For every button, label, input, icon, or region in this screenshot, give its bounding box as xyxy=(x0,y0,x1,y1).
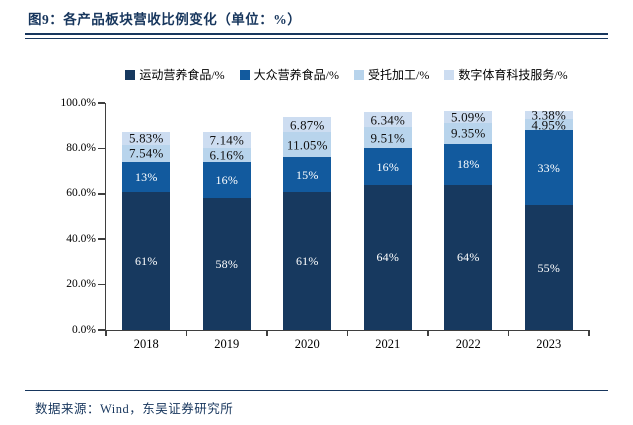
bar-segment xyxy=(283,116,332,133)
bar-segment xyxy=(202,198,251,330)
bar-value-label: 64% xyxy=(376,250,400,265)
bar-value-label: 6.34% xyxy=(370,112,406,128)
bar-value-label: 4.95% xyxy=(531,117,567,133)
bar-segment xyxy=(444,184,493,330)
bar-value-label: 15% xyxy=(295,167,319,182)
y-axis-tick xyxy=(97,102,105,104)
bar-value-label: 5.83% xyxy=(128,130,164,146)
legend-swatch xyxy=(354,69,364,80)
x-tick-label: 2022 xyxy=(455,337,481,351)
bar-value-label: 61% xyxy=(295,253,319,268)
bar-segment xyxy=(122,131,171,145)
bar-value-label: 61% xyxy=(134,253,158,268)
bar-segment xyxy=(444,122,493,144)
bar-segment xyxy=(283,191,332,330)
bar-segment xyxy=(202,131,251,149)
bar-segment xyxy=(283,132,332,158)
bar-segment xyxy=(202,148,251,163)
bar-value-label: 9.35% xyxy=(450,125,486,141)
bar-value-label: 55% xyxy=(537,260,561,275)
legend-label: 受托加工/% xyxy=(368,68,430,82)
y-tick-label: 20.0% xyxy=(66,278,96,291)
bar-segment xyxy=(363,148,412,185)
bar-value-label: 7.54% xyxy=(128,145,164,161)
y-axis-tick xyxy=(97,329,105,331)
x-tick-label: 2021 xyxy=(375,337,401,351)
x-axis-tick xyxy=(105,330,107,336)
x-tick-label: 2018 xyxy=(133,337,159,351)
bar-segment xyxy=(122,144,171,163)
footer-divider xyxy=(25,390,608,391)
x-axis-tick xyxy=(588,330,590,336)
y-tick-label: 100.0% xyxy=(60,96,96,109)
bar-value-label: 6.16% xyxy=(209,147,245,163)
bar-segment xyxy=(363,126,412,149)
legend-swatch xyxy=(125,69,136,80)
title-divider xyxy=(25,33,608,39)
bar-segment xyxy=(524,130,573,206)
bar-segment xyxy=(524,205,573,330)
bar-value-label: 6.87% xyxy=(289,117,325,133)
x-tick-label: 2019 xyxy=(214,337,240,351)
y-axis-tick xyxy=(97,147,105,150)
y-axis-tick xyxy=(97,283,105,286)
x-axis-tick xyxy=(346,330,349,336)
bar-segment xyxy=(122,162,171,192)
bar-value-label: 9.51% xyxy=(370,130,406,146)
y-axis-tick xyxy=(97,238,105,240)
x-axis-tick xyxy=(185,330,188,336)
legend-item: 受托加工/% xyxy=(354,66,429,83)
bar-value-label: 11.05% xyxy=(286,137,328,153)
x-axis-tick xyxy=(507,330,510,336)
bar-value-label: 3.38% xyxy=(531,107,567,123)
bar-segment xyxy=(122,191,171,330)
legend-label: 运动营养食品/% xyxy=(139,68,225,82)
legend-item: 数字体育科技服务/% xyxy=(444,66,568,83)
bar-segment xyxy=(202,162,251,199)
y-tick-label: 0.0% xyxy=(72,323,96,336)
bar-value-label: 58% xyxy=(215,257,239,272)
bar-segment xyxy=(444,143,493,185)
bar-value-label: 18% xyxy=(456,157,480,172)
legend-label: 数字体育科技服务/% xyxy=(458,68,568,82)
x-tick-label: 2020 xyxy=(294,337,320,351)
y-axis-tick xyxy=(97,193,105,195)
legend-swatch xyxy=(444,69,455,80)
bar-segment xyxy=(363,184,412,330)
y-tick-label: 60.0% xyxy=(66,187,96,200)
bar-value-label: 5.09% xyxy=(450,109,486,125)
bar-segment xyxy=(283,157,332,192)
legend-swatch xyxy=(239,69,250,80)
bar-value-label: 13% xyxy=(134,169,158,184)
y-tick-label: 80.0% xyxy=(66,141,96,154)
plot-area: 0.0% 20.0% 40.0% 60.0% 80.0% 100.0% 61% 13% 7.54… xyxy=(61,97,590,350)
bar-segment xyxy=(363,112,412,127)
bar-value-label: 16% xyxy=(215,173,239,188)
legend-label: 大众营养食品/% xyxy=(253,68,339,82)
bar-value-label: 16% xyxy=(376,159,400,174)
bar-segment xyxy=(444,111,493,123)
bar-segment xyxy=(524,111,573,120)
legend-item: 运动营养食品/% xyxy=(125,66,225,83)
y-tick-label: 40.0% xyxy=(66,232,96,245)
bar-segment xyxy=(524,119,573,131)
bar-value-label: 33% xyxy=(537,160,561,175)
x-axis-tick xyxy=(266,330,268,336)
x-tick-label: 2023 xyxy=(536,337,562,351)
data-source: 数据来源：Wind，东吴证券研究所 xyxy=(35,402,234,416)
bar-value-label: 7.14% xyxy=(209,132,245,148)
x-axis-tick xyxy=(427,330,429,336)
legend-item: 大众营养食品/% xyxy=(239,66,339,83)
bar-value-label: 64% xyxy=(456,250,480,265)
chart-title: 图9：各产品板块营收比例变化（单位：%） xyxy=(28,12,302,27)
chart-legend: 运动营养食品/% 大众营养食品/% 受托加工/% 数字体育科技服务/% xyxy=(105,66,588,83)
